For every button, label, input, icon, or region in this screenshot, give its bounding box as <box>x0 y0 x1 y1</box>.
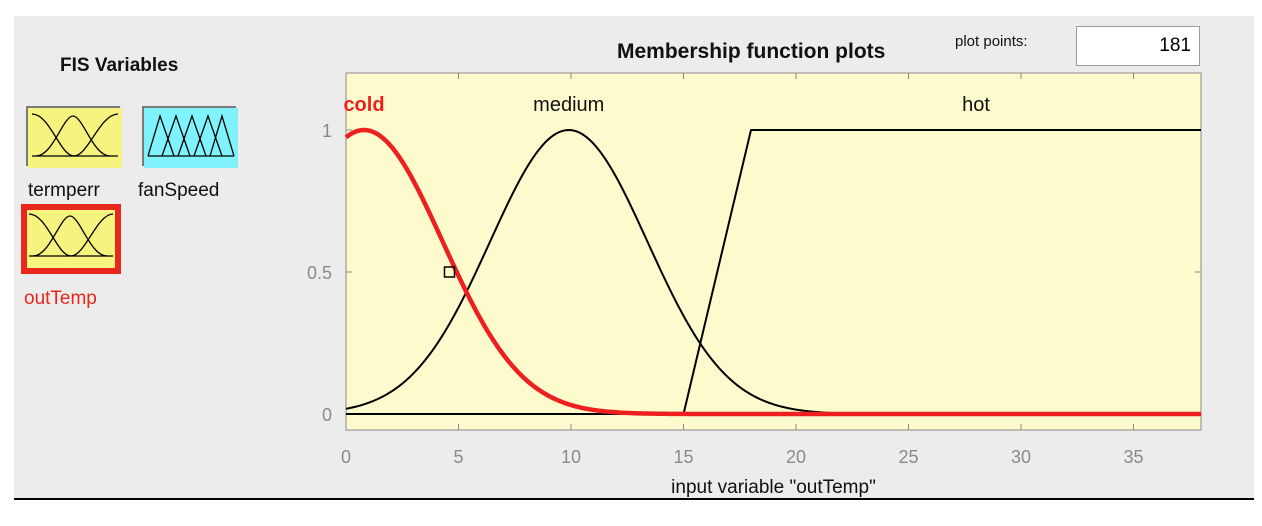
x-tick-label: 20 <box>786 447 806 467</box>
curve-labels: cold medium hot <box>343 94 990 116</box>
y-tick-label: 0.5 <box>307 263 332 283</box>
plot-points-label: plot points: <box>955 33 1028 50</box>
termperr-label: termperr <box>28 180 100 201</box>
x-tick-label: 35 <box>1123 447 1143 467</box>
plot-points-input[interactable] <box>1076 26 1200 66</box>
outtemp-label: outTemp <box>24 288 97 309</box>
x-tick-label: 10 <box>561 447 581 467</box>
termperr-variable-button[interactable] <box>26 106 122 168</box>
membership-curves <box>344 127 1201 417</box>
input-membership-icon <box>28 108 122 168</box>
membership-plot-title: Membership function plots <box>617 40 886 63</box>
input-membership-icon <box>27 210 115 268</box>
outtemp-variable-button[interactable] <box>21 204 121 274</box>
y-tick-label: 1 <box>322 121 332 141</box>
fis-variables-title: FIS Variables <box>60 55 179 76</box>
x-tick-label: 5 <box>453 447 463 467</box>
x-tick-label: 25 <box>898 447 918 467</box>
fanspeed-label: fanSpeed <box>138 180 220 201</box>
x-tick-label: 0 <box>341 447 351 467</box>
fanspeed-variable-button[interactable] <box>142 106 238 168</box>
mf-label-cold: cold <box>343 94 384 116</box>
mf-curve-cold <box>344 127 1201 417</box>
x-tick-label: 15 <box>673 447 693 467</box>
x-axis-label: input variable "outTemp" <box>671 477 876 498</box>
mf-label-hot: hot <box>962 94 990 116</box>
mf-drag-handle[interactable] <box>443 266 456 278</box>
window-bottom-edge <box>14 498 1254 500</box>
x-tick-label: 30 <box>1011 447 1031 467</box>
output-membership-icon <box>144 108 238 168</box>
mf-curve-hot <box>346 129 1201 415</box>
mf-label-medium: medium <box>533 94 604 116</box>
plot-area[interactable] <box>345 72 1202 431</box>
y-tick-label: 0 <box>322 405 332 425</box>
